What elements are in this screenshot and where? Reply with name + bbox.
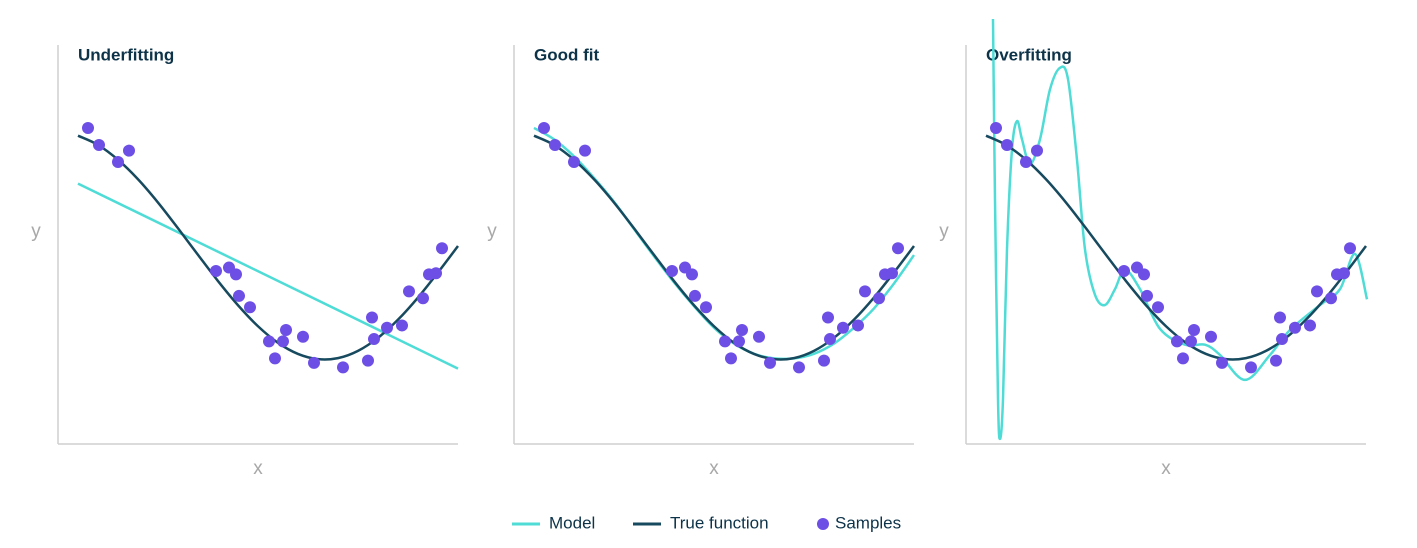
sample-point: [1185, 335, 1197, 348]
sample-point: [82, 121, 94, 134]
sample-point: [579, 144, 591, 157]
sample-point: [230, 268, 242, 281]
sample-point: [764, 356, 776, 369]
sample-point: [280, 323, 292, 336]
sample-point: [1118, 264, 1130, 277]
legend-label: Samples: [835, 513, 901, 532]
sample-point: [725, 352, 737, 365]
panel-title: Good fit: [534, 45, 599, 64]
sample-point: [233, 289, 245, 302]
sample-point: [852, 319, 864, 332]
model-curve: [991, 19, 1369, 441]
sample-point: [1001, 138, 1013, 151]
y-axis-label: y: [939, 221, 949, 242]
sample-point: [1177, 352, 1189, 365]
sample-point: [1325, 292, 1337, 305]
sample-point: [666, 264, 678, 277]
sample-point: [1338, 267, 1350, 280]
sample-point: [1141, 289, 1153, 302]
sample-point: [1311, 285, 1323, 298]
sample-point: [1031, 144, 1043, 157]
sample-point: [337, 361, 349, 374]
true-function-curve: [985, 134, 1367, 361]
sample-point: [686, 268, 698, 281]
sample-point: [990, 121, 1002, 134]
sample-point: [538, 121, 550, 134]
true-function-curve: [77, 134, 459, 361]
sample-point: [1289, 321, 1301, 334]
sample-point: [824, 333, 836, 346]
sample-point: [430, 267, 442, 280]
legend-label: Model: [549, 513, 595, 532]
sample-point: [244, 301, 256, 314]
sample-point: [733, 335, 745, 348]
sample-point: [859, 285, 871, 298]
sample-point: [822, 311, 834, 324]
panel: Good fit y x: [487, 45, 916, 479]
y-axis-label: y: [487, 221, 497, 242]
sample-point: [263, 335, 275, 348]
sample-point: [818, 354, 830, 367]
sample-point: [549, 138, 561, 151]
sample-point: [417, 292, 429, 305]
sample-point: [308, 356, 320, 369]
sample-point: [793, 361, 805, 374]
legend-label: True function: [670, 513, 769, 532]
x-axis-label: x: [1161, 458, 1171, 479]
sample-point: [1274, 311, 1286, 324]
sample-point: [210, 264, 222, 277]
sample-point: [568, 156, 580, 169]
true-function-curve: [533, 134, 915, 361]
sample-point: [112, 156, 124, 169]
panel-title: Overfitting: [986, 45, 1072, 64]
sample-point: [1188, 323, 1200, 336]
sample-point: [873, 292, 885, 305]
sample-point: [753, 330, 765, 343]
sample-point: [700, 301, 712, 314]
panel: Overfitting y x: [939, 19, 1369, 479]
sample-point: [1245, 361, 1257, 374]
sample-point: [1270, 354, 1282, 367]
panel-title: Underfitting: [78, 45, 174, 64]
sample-point: [269, 352, 281, 365]
sample-point: [736, 323, 748, 336]
sample-point: [123, 144, 135, 157]
sample-point: [1276, 333, 1288, 346]
sample-point: [403, 285, 415, 298]
sample-point: [277, 335, 289, 348]
sample-point: [436, 242, 448, 255]
sample-point: [368, 333, 380, 346]
sample-point: [719, 335, 731, 348]
sample-point: [1216, 356, 1228, 369]
sample-point: [396, 319, 408, 332]
sample-point: [1304, 319, 1316, 332]
sample-point: [689, 289, 701, 302]
sample-point: [362, 354, 374, 367]
sample-point: [366, 311, 378, 324]
sample-point: [1171, 335, 1183, 348]
sample-point: [892, 242, 904, 255]
sample-point: [886, 267, 898, 280]
sample-point: [1344, 242, 1356, 255]
panel: Underfitting y x: [31, 45, 459, 479]
x-axis-label: x: [253, 458, 263, 479]
sample-point: [1138, 268, 1150, 281]
sample-point: [93, 138, 105, 151]
legend: Model True function Samples: [512, 513, 901, 532]
x-axis-label: x: [709, 458, 719, 479]
y-axis-label: y: [31, 221, 41, 242]
sample-point: [297, 330, 309, 343]
model-curve: [77, 182, 459, 370]
sample-point: [1152, 301, 1164, 314]
sample-point: [837, 321, 849, 334]
sample-point: [381, 321, 393, 334]
legend-marker: [817, 518, 829, 530]
sample-point: [1020, 156, 1032, 169]
sample-point: [1205, 330, 1217, 343]
